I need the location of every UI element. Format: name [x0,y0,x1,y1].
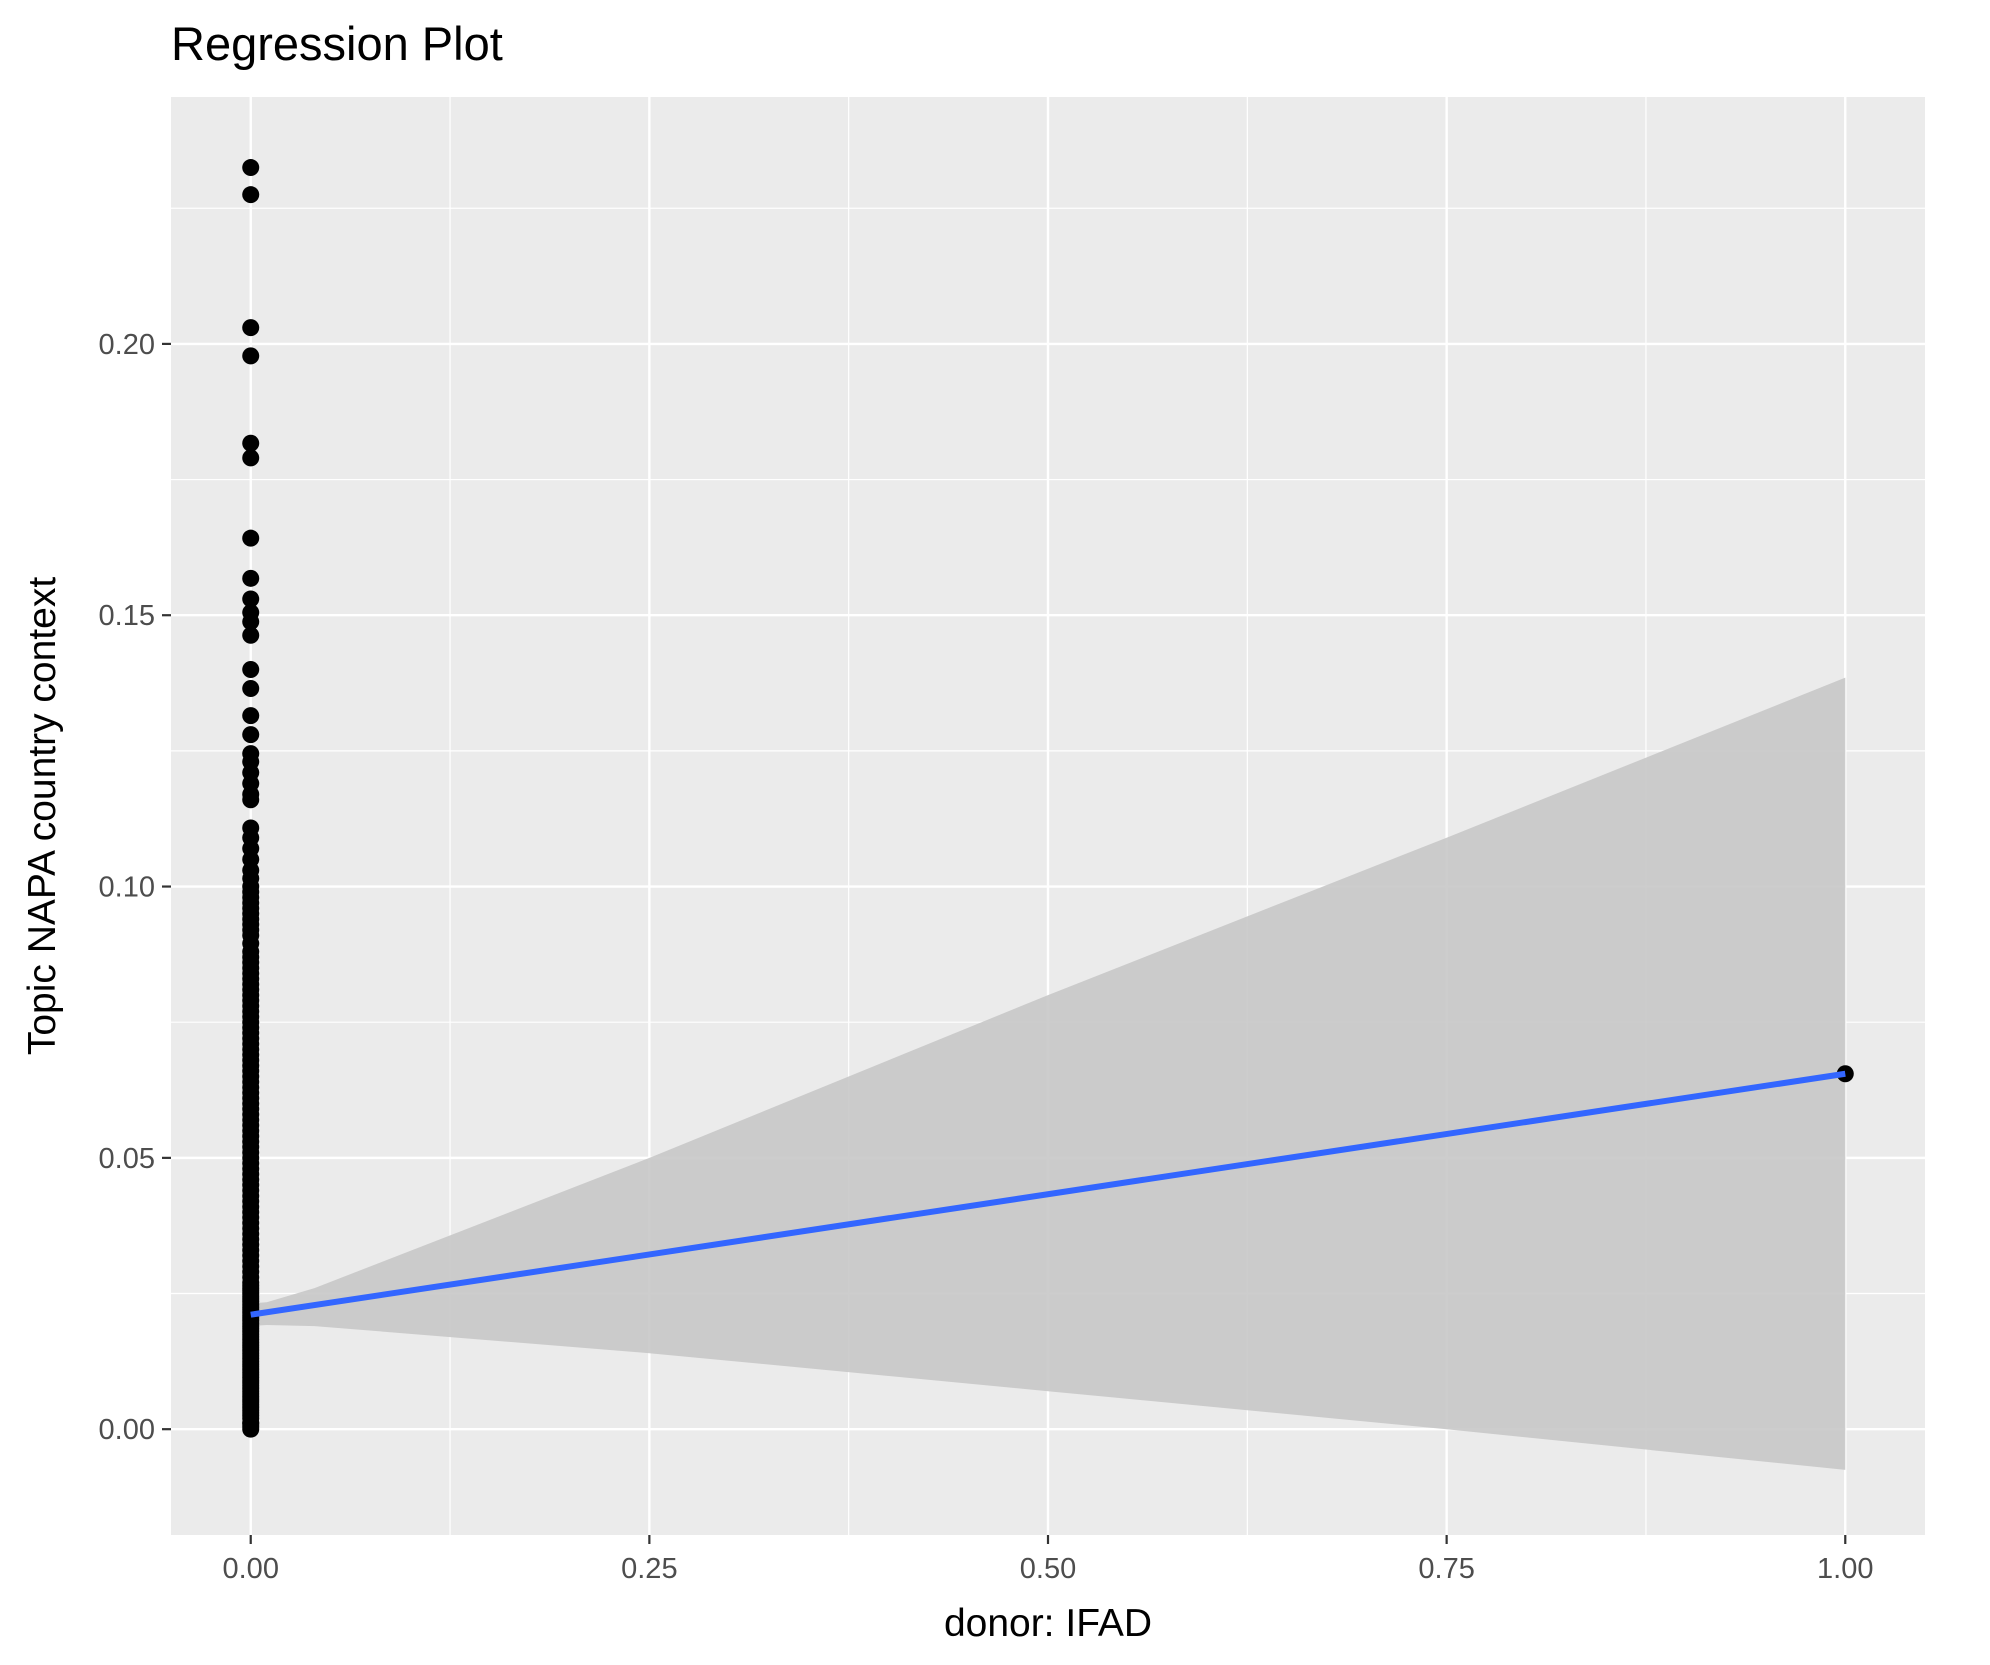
x-tick-label: 0.75 [1418,1553,1474,1585]
data-point [242,707,260,725]
data-point [242,791,260,809]
y-tick-label: 0.05 [99,1143,155,1175]
data-point [242,434,260,452]
y-axis-title: Topic NAPA country context [21,577,64,1056]
y-tick-label: 0.15 [99,600,155,632]
data-point [242,726,260,744]
data-point [242,319,260,337]
data-point [242,449,260,467]
data-point [242,159,260,177]
y-axis: 0.00 0.05 0.10 0.15 0.20 [99,329,171,1446]
data-point [242,679,260,697]
x-axis: 0.00 0.25 0.50 0.75 1.00 [223,1535,1873,1585]
x-tick-label: 0.50 [1020,1553,1076,1585]
data-point [242,590,260,608]
x-tick-label: 0.00 [223,1553,279,1585]
data-point [242,529,260,547]
data-point [242,347,260,365]
y-tick-label: 0.20 [99,329,155,361]
x-tick-label: 1.00 [1817,1553,1873,1585]
x-axis-title: donor: IFAD [944,1602,1152,1645]
y-tick-label: 0.00 [99,1414,155,1446]
chart-title: Regression Plot [171,17,503,70]
y-tick-label: 0.10 [99,872,155,904]
data-point [242,1276,260,1294]
data-point [242,660,260,678]
data-point [242,186,260,204]
data-point [242,569,260,587]
x-tick-label: 0.25 [621,1553,677,1585]
regression-line [250,1070,1846,1318]
data-points [242,159,1854,1438]
data-point [242,613,260,631]
confidence-band [250,677,1846,1470]
data-point [242,626,260,644]
